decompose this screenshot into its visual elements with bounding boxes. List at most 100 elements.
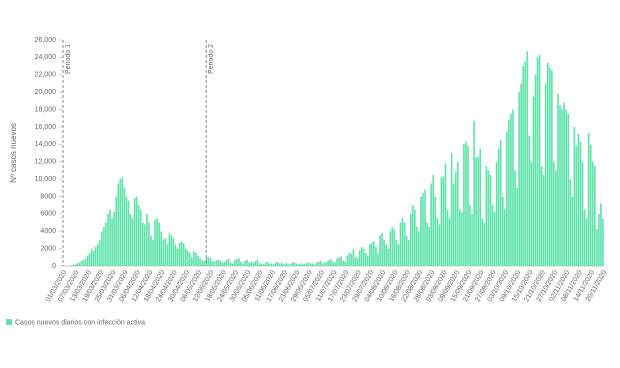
bar bbox=[274, 262, 277, 266]
bar bbox=[546, 62, 549, 266]
bar bbox=[139, 209, 142, 266]
bar bbox=[107, 213, 109, 266]
bar bbox=[430, 183, 432, 266]
bar bbox=[534, 74, 537, 267]
bar bbox=[168, 232, 171, 266]
bar bbox=[240, 261, 242, 266]
bar bbox=[495, 161, 498, 266]
bar bbox=[256, 259, 259, 266]
bar bbox=[548, 67, 551, 266]
legend-label: Casos nuevos diarios con infección activ… bbox=[15, 319, 145, 326]
bar bbox=[395, 239, 398, 266]
bar bbox=[272, 264, 275, 266]
bar bbox=[82, 259, 85, 266]
bar bbox=[156, 218, 158, 266]
y-tick-label: 20,000 bbox=[35, 89, 57, 96]
bar bbox=[217, 259, 220, 266]
bar bbox=[346, 255, 349, 266]
bar bbox=[577, 133, 580, 266]
bar bbox=[127, 200, 130, 266]
bar bbox=[94, 246, 97, 266]
bar bbox=[78, 262, 81, 266]
bar bbox=[84, 258, 87, 266]
bar bbox=[454, 172, 457, 266]
bar bbox=[303, 264, 306, 266]
bar bbox=[501, 196, 504, 266]
bar bbox=[74, 264, 77, 266]
bar bbox=[172, 238, 175, 266]
bar bbox=[264, 262, 267, 266]
bar bbox=[362, 248, 365, 266]
bar bbox=[117, 183, 120, 266]
bar bbox=[450, 153, 453, 266]
bar bbox=[262, 264, 265, 266]
bar bbox=[520, 83, 522, 266]
bar bbox=[99, 239, 101, 266]
bar bbox=[358, 250, 361, 266]
bar bbox=[121, 177, 124, 266]
y-tick-label: 18,000 bbox=[35, 106, 57, 113]
bar bbox=[90, 248, 93, 266]
bar bbox=[471, 213, 473, 266]
bar bbox=[356, 258, 359, 266]
y-tick-label: 10,000 bbox=[35, 176, 57, 183]
bar bbox=[105, 222, 107, 266]
bar bbox=[191, 257, 193, 266]
bar bbox=[385, 244, 387, 266]
bar bbox=[88, 252, 91, 266]
bar bbox=[178, 242, 181, 266]
bar bbox=[393, 229, 396, 266]
bar bbox=[311, 263, 314, 266]
bar bbox=[289, 264, 291, 266]
bar bbox=[70, 265, 73, 266]
bar bbox=[456, 161, 459, 266]
bar bbox=[154, 219, 156, 266]
bar bbox=[86, 255, 89, 266]
y-tick-label: 0 bbox=[52, 263, 56, 270]
bar bbox=[223, 261, 226, 266]
bar bbox=[377, 252, 379, 266]
bar bbox=[123, 187, 126, 266]
bar bbox=[297, 264, 300, 266]
bar bbox=[553, 161, 555, 266]
bar bbox=[350, 253, 353, 266]
bar bbox=[477, 156, 480, 266]
bar bbox=[137, 205, 140, 266]
bar bbox=[236, 259, 238, 266]
bar bbox=[503, 209, 506, 266]
bar bbox=[164, 238, 167, 266]
bar bbox=[540, 166, 543, 266]
bar bbox=[315, 262, 318, 266]
bar bbox=[401, 218, 404, 266]
bar bbox=[336, 258, 338, 266]
bar bbox=[424, 189, 426, 266]
bar bbox=[266, 261, 269, 266]
bar bbox=[309, 263, 312, 266]
bar bbox=[434, 196, 437, 266]
y-tick-label: 8000 bbox=[40, 193, 56, 200]
bar bbox=[440, 177, 443, 266]
bar bbox=[405, 235, 408, 266]
bar bbox=[518, 92, 520, 267]
bar bbox=[497, 148, 500, 266]
bar bbox=[328, 259, 330, 266]
bar bbox=[557, 93, 559, 267]
bar bbox=[229, 262, 232, 266]
bar bbox=[227, 259, 230, 266]
bar bbox=[418, 231, 420, 266]
bar bbox=[475, 157, 477, 266]
bar bbox=[326, 261, 328, 266]
bar bbox=[111, 218, 113, 266]
bar bbox=[285, 263, 287, 266]
bar bbox=[321, 263, 324, 266]
bar bbox=[211, 260, 214, 266]
bar bbox=[150, 235, 152, 266]
bar bbox=[174, 244, 177, 266]
bar bbox=[596, 229, 598, 266]
bar bbox=[244, 260, 246, 266]
bar bbox=[189, 252, 191, 266]
y-tick-label: 22,000 bbox=[35, 72, 57, 79]
bar bbox=[252, 262, 255, 266]
bar bbox=[203, 260, 205, 266]
bar bbox=[96, 244, 99, 266]
